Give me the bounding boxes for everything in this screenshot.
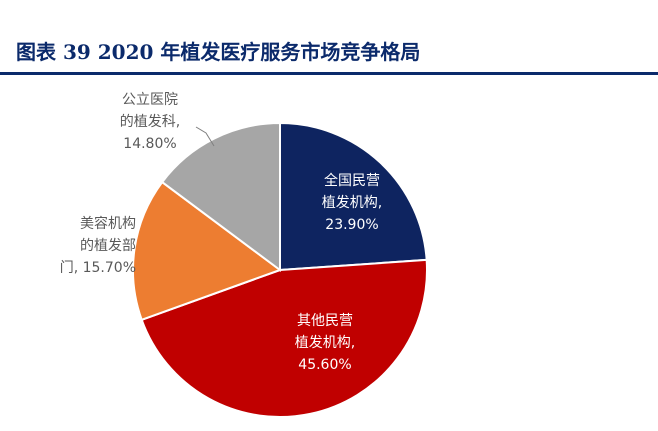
- slice-category-text: 公立医院 的植发科,: [119, 92, 181, 130]
- leader-line: [195, 126, 215, 147]
- slice-category-text: 美容机构 的植发部 门,: [59, 216, 136, 276]
- slice-public-hospital: [160, 121, 281, 272]
- slice-category-text: 全国民营 植发机构,: [321, 173, 383, 211]
- slice-other-private: [140, 258, 429, 418]
- slice-value-text: 14.80%: [123, 136, 177, 152]
- slice-beauty-institution: [132, 180, 283, 322]
- slice-national-private: [279, 121, 428, 272]
- slice-beauty-institution-label: 美容机构 的植发部 门, 15.70%: [6, 213, 136, 279]
- slice-other-private-label: 其他民营 植发机构, 45.60%: [265, 310, 385, 376]
- slice-public-hospital-label: 公立医院 的植发科, 14.80%: [95, 89, 205, 155]
- slice-category-text: 其他民营 植发机构,: [294, 313, 356, 351]
- slice-value-text: 15.70%: [82, 260, 136, 276]
- slice-value-text: 23.90%: [325, 217, 379, 233]
- title-divider: [0, 72, 658, 75]
- slice-value-text: 45.60%: [298, 357, 352, 373]
- chart-title: 图表 39 2020 年植发医疗服务市场竞争格局: [16, 40, 421, 64]
- slice-national-private-label: 全国民营 植发机构, 23.90%: [292, 170, 412, 236]
